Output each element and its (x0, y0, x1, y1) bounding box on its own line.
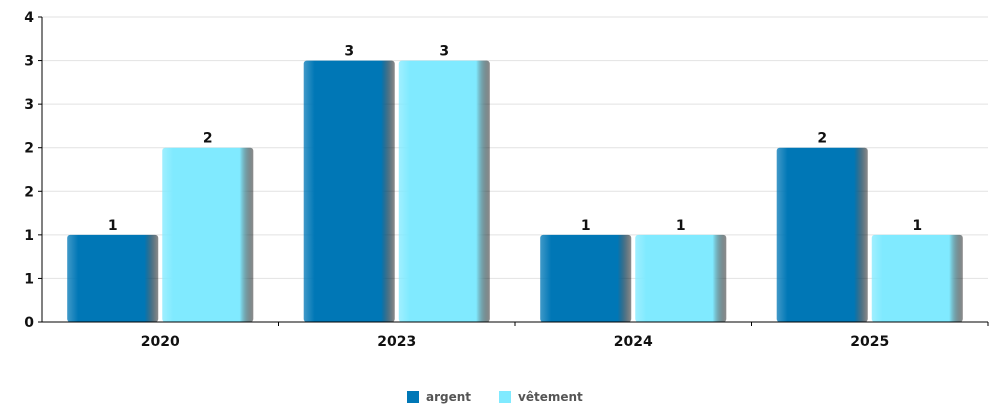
value-label: 1 (912, 218, 922, 234)
value-label: 1 (581, 218, 591, 234)
y-tick-label: 0 (24, 315, 34, 331)
y-tick-label: 4 (24, 10, 34, 26)
y-tick-label: 3 (24, 97, 34, 113)
legend-label: argent (426, 390, 471, 404)
value-label: 1 (108, 218, 118, 234)
bar (635, 234, 727, 322)
x-tick-label: 2020 (141, 334, 180, 350)
bar (162, 147, 254, 322)
bar (871, 234, 963, 322)
value-label: 3 (344, 44, 354, 60)
legend-swatch (407, 391, 419, 403)
value-label: 2 (817, 131, 827, 147)
bar (67, 234, 159, 322)
bar (540, 234, 632, 322)
legend-swatch (499, 391, 511, 403)
x-tick-label: 2024 (614, 334, 653, 350)
y-tick-label: 1 (24, 228, 34, 244)
value-label: 2 (203, 131, 213, 147)
bar (303, 60, 395, 322)
y-tick-label: 2 (24, 141, 34, 157)
legend-label: vêtement (518, 390, 583, 404)
y-tick-label: 3 (24, 54, 34, 70)
bar (776, 147, 868, 322)
bar (398, 60, 490, 322)
value-label: 3 (439, 44, 449, 60)
value-label: 1 (676, 218, 686, 234)
x-tick-label: 2025 (850, 334, 889, 350)
y-tick-label: 2 (24, 184, 34, 200)
x-tick-label: 2023 (377, 334, 416, 350)
y-tick-label: 1 (24, 271, 34, 287)
